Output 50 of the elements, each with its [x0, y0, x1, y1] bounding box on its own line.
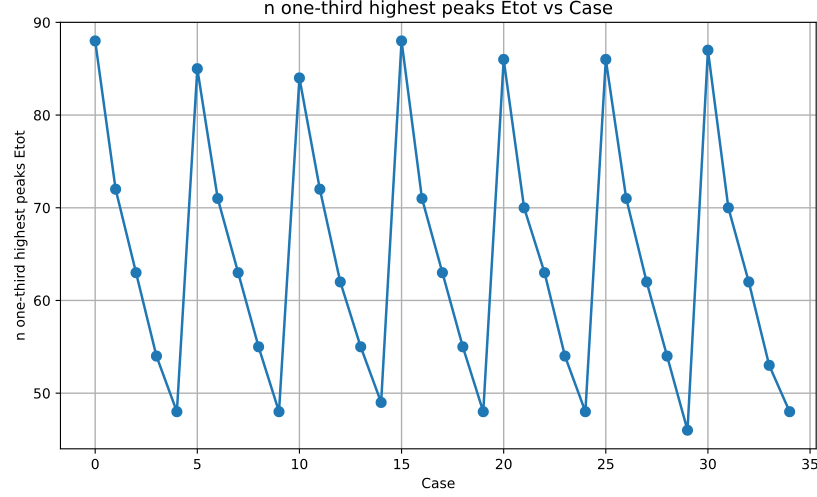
x-tick-label: 10 — [292, 458, 308, 470]
point — [764, 360, 775, 371]
y-tick-label: 50 — [34, 388, 50, 399]
point — [294, 72, 305, 84]
x-tick-label: 20 — [496, 458, 512, 470]
point — [130, 267, 142, 278]
x-tick-label: 15 — [394, 458, 410, 470]
point — [478, 406, 489, 418]
x-axis-title: Case — [422, 478, 455, 488]
point — [722, 202, 734, 214]
point — [192, 63, 203, 74]
point — [518, 202, 530, 214]
point — [580, 406, 591, 418]
point — [110, 184, 122, 195]
point — [702, 44, 714, 56]
point — [171, 406, 182, 418]
point — [559, 350, 571, 362]
x-tick-label: 25 — [598, 458, 614, 470]
chart-title: n one-third highest peaks Etot vs Case — [265, 0, 612, 18]
point — [620, 192, 632, 204]
point — [600, 54, 612, 65]
point — [682, 424, 694, 436]
x-tick-label: 30 — [700, 458, 716, 470]
point — [232, 267, 244, 278]
point — [150, 350, 162, 362]
point — [212, 192, 224, 204]
point — [314, 184, 326, 195]
point — [253, 341, 264, 352]
y-tick-label: 80 — [34, 110, 50, 121]
point — [538, 267, 550, 278]
point — [396, 35, 408, 46]
y-tick-label: 60 — [34, 295, 50, 306]
point — [273, 406, 285, 418]
x-tick-label: 5 — [194, 458, 201, 470]
y-axis-title: n one-third highest peaks Etot — [14, 130, 28, 340]
point — [498, 54, 510, 65]
y-tick-label: 70 — [34, 202, 50, 214]
point — [90, 35, 101, 46]
point — [641, 276, 652, 288]
point — [436, 267, 448, 278]
point — [334, 276, 346, 288]
point — [416, 192, 428, 204]
point — [376, 396, 387, 408]
point — [355, 341, 366, 352]
x-tick-label: 0 — [92, 458, 99, 470]
point — [457, 341, 468, 352]
y-tick-label: 90 — [34, 17, 50, 28]
point — [662, 350, 673, 362]
point — [784, 406, 796, 418]
point — [743, 276, 754, 288]
